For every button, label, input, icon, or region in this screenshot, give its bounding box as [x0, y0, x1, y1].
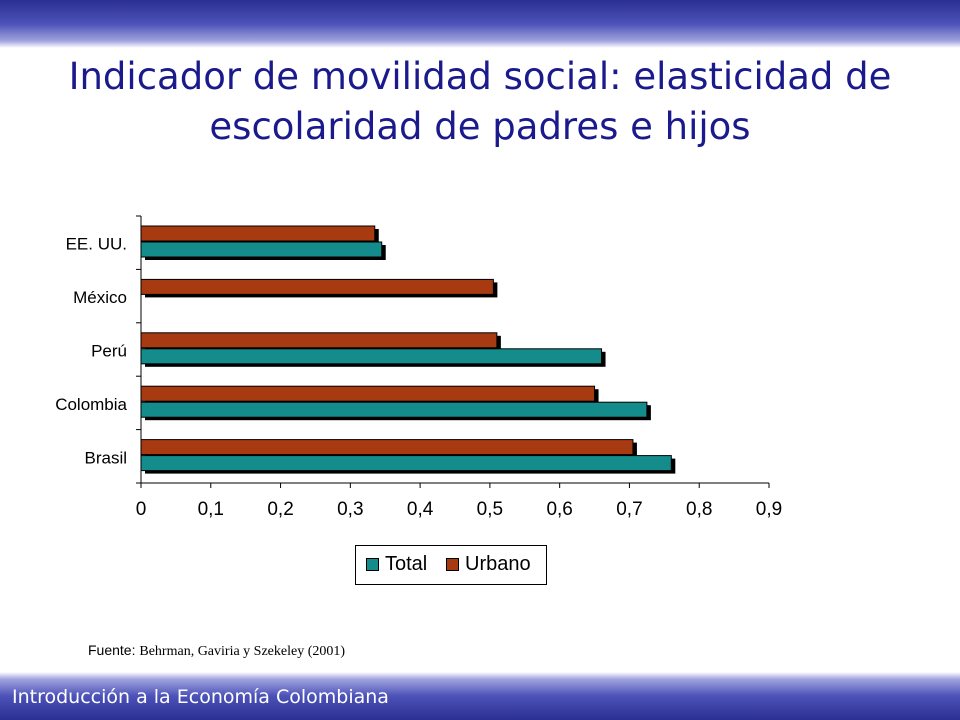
bar-urbano	[140, 439, 634, 456]
legend-item-total: Total	[366, 553, 427, 576]
bar-total	[140, 455, 672, 472]
category-label: Colombia	[55, 395, 127, 414]
x-tick-label: 0,7	[616, 499, 642, 520]
bar-urbano	[140, 385, 596, 402]
x-tick-label: 0,3	[337, 499, 363, 520]
legend-swatch-urbano	[446, 558, 459, 571]
category-label: México	[73, 288, 127, 307]
source-label: Fuente:	[88, 642, 136, 658]
legend-label-total: Total	[385, 553, 428, 575]
x-tick-label: 0,8	[686, 499, 712, 520]
legend-label-urbano: Urbano	[465, 553, 531, 575]
x-tick-label: 0,9	[756, 499, 782, 520]
bar-urbano	[140, 225, 376, 242]
x-tick-label: 0,5	[477, 499, 503, 520]
top-band	[0, 0, 960, 48]
legend-swatch-total	[366, 558, 379, 571]
bottom-band	[0, 672, 960, 720]
bar-urbano	[140, 332, 498, 349]
category-label: Perú	[91, 342, 127, 361]
source-note: Fuente: Behrman, Gaviria y Szekeley (200…	[88, 642, 345, 660]
x-tick-label: 0,2	[267, 499, 293, 520]
slide-title: Indicador de movilidad social: elasticid…	[68, 55, 892, 148]
x-tick-label: 0,4	[407, 499, 434, 520]
bar-urbano	[140, 278, 494, 295]
category-label: Brasil	[84, 448, 127, 467]
source-text: Behrman, Gaviria y Szekeley (2001)	[139, 644, 346, 659]
footer-text: Introducción a la Economía Colombiana	[12, 686, 389, 708]
chart-legend: Total Urbano	[355, 545, 547, 585]
bar-total	[140, 348, 603, 365]
category-label: EE. UU.	[66, 235, 127, 254]
legend-item-urbano: Urbano	[446, 553, 531, 576]
x-tick-label: 0,1	[198, 499, 224, 520]
x-tick-label: 0,6	[546, 499, 572, 520]
x-tick-label: 0	[136, 499, 147, 520]
bar-total	[140, 241, 383, 258]
bar-total	[140, 401, 648, 418]
